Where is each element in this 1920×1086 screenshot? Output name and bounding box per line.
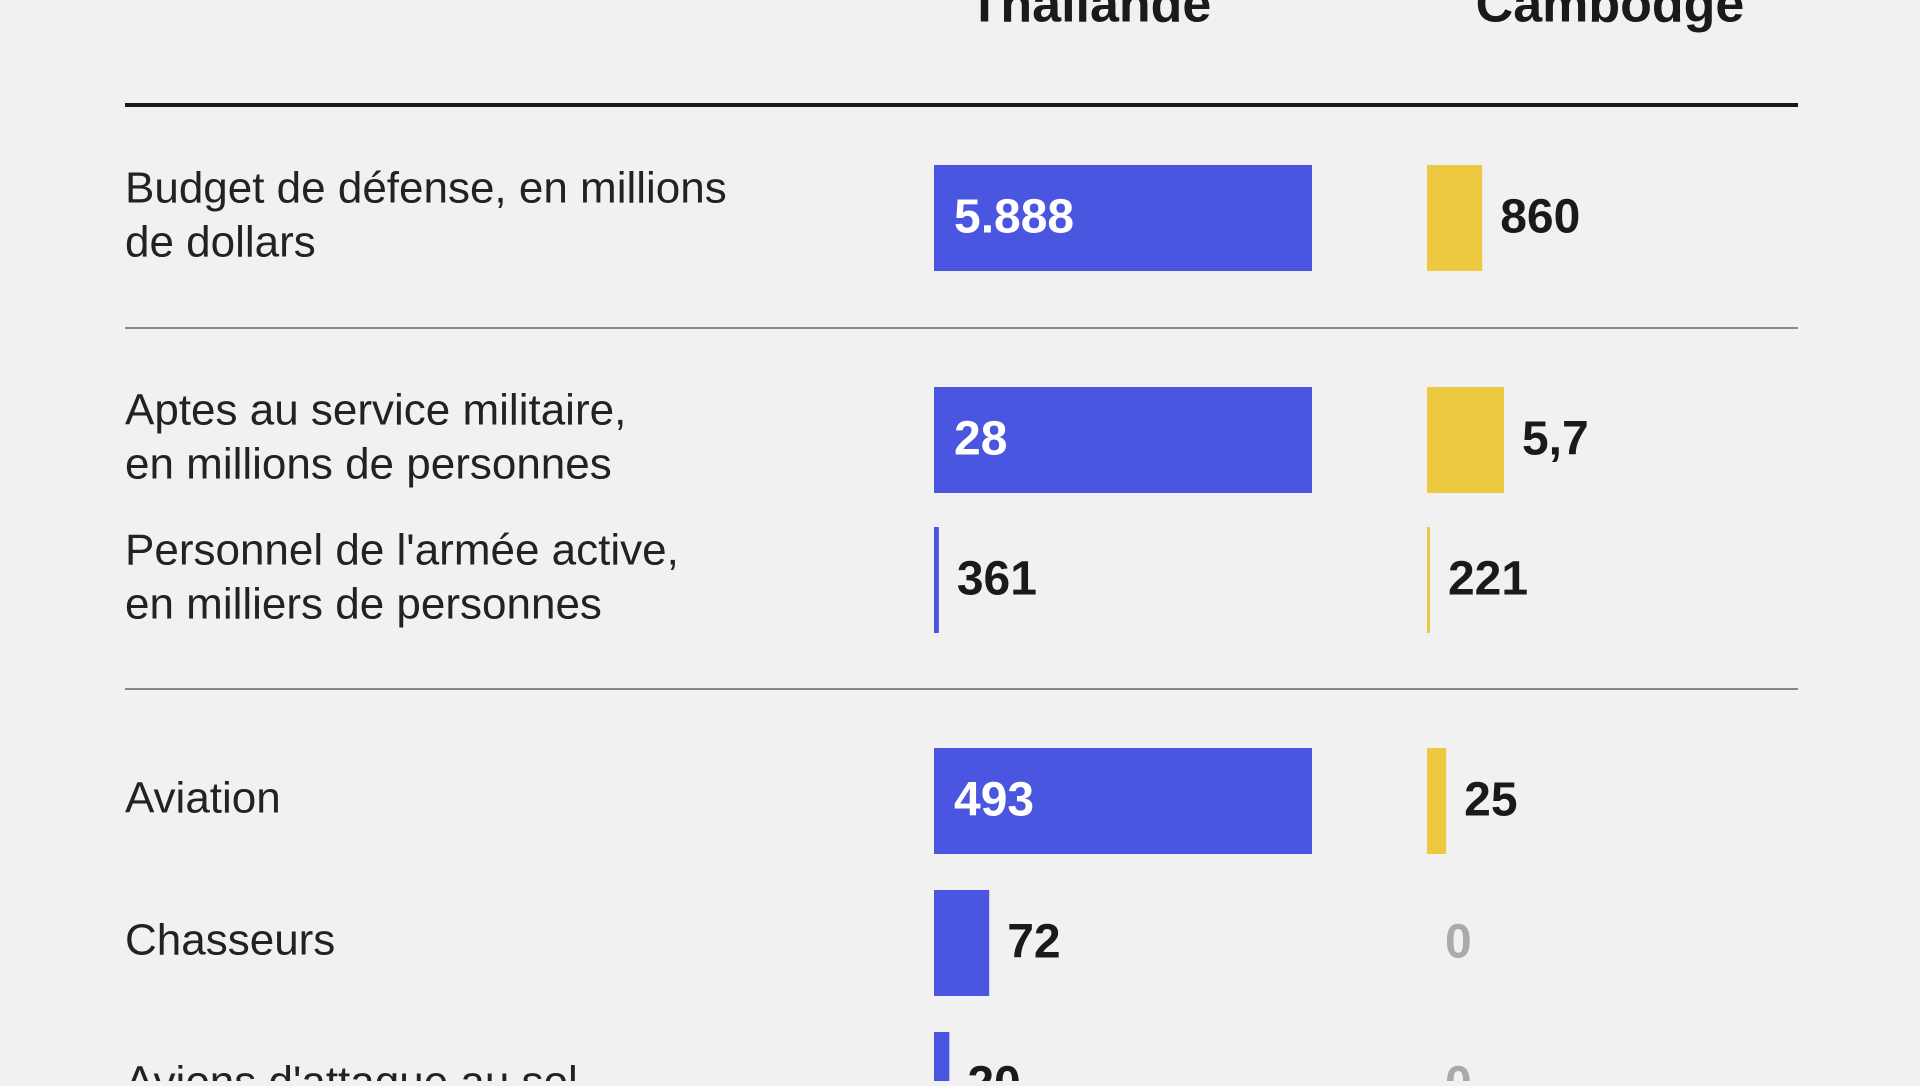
value-label: 25	[1464, 774, 1517, 827]
bar	[1427, 527, 1430, 633]
row-label: Aviation	[125, 774, 281, 823]
value-label: 72	[1007, 916, 1060, 969]
row-label: Budget de défense, en millions	[125, 164, 727, 213]
value-label: 0	[1445, 1058, 1472, 1081]
value-label: 5,7	[1522, 413, 1589, 466]
value-label: 28	[954, 413, 1007, 466]
bar	[934, 387, 1312, 493]
value-label: 221	[1448, 553, 1528, 606]
row-label: Aptes au service militaire,	[125, 386, 626, 435]
bar	[934, 1032, 950, 1086]
column-header: Cambodge	[1476, 0, 1745, 34]
bar	[934, 748, 1312, 854]
value-label: 361	[957, 553, 1037, 606]
row-label: Personnel de l'armée active,	[125, 526, 679, 575]
row-label: de dollars	[125, 218, 316, 267]
row-label: en millions de personnes	[125, 440, 612, 489]
bar	[934, 527, 939, 633]
column-header: Thaïlande	[969, 0, 1212, 34]
value-label: 0	[1445, 916, 1472, 969]
row-label: Chasseurs	[125, 916, 335, 965]
bar	[1427, 387, 1504, 493]
value-label: 860	[1500, 191, 1580, 244]
row-label: Avions d'attaque au sol	[125, 1058, 578, 1081]
value-label: 20	[967, 1058, 1020, 1081]
value-label: 5.888	[954, 191, 1074, 244]
bar	[1427, 165, 1483, 271]
row-label: en milliers de personnes	[125, 580, 602, 629]
value-label: 493	[954, 774, 1034, 827]
bar	[1427, 748, 1447, 854]
bar	[934, 890, 990, 996]
bar	[934, 165, 1312, 271]
